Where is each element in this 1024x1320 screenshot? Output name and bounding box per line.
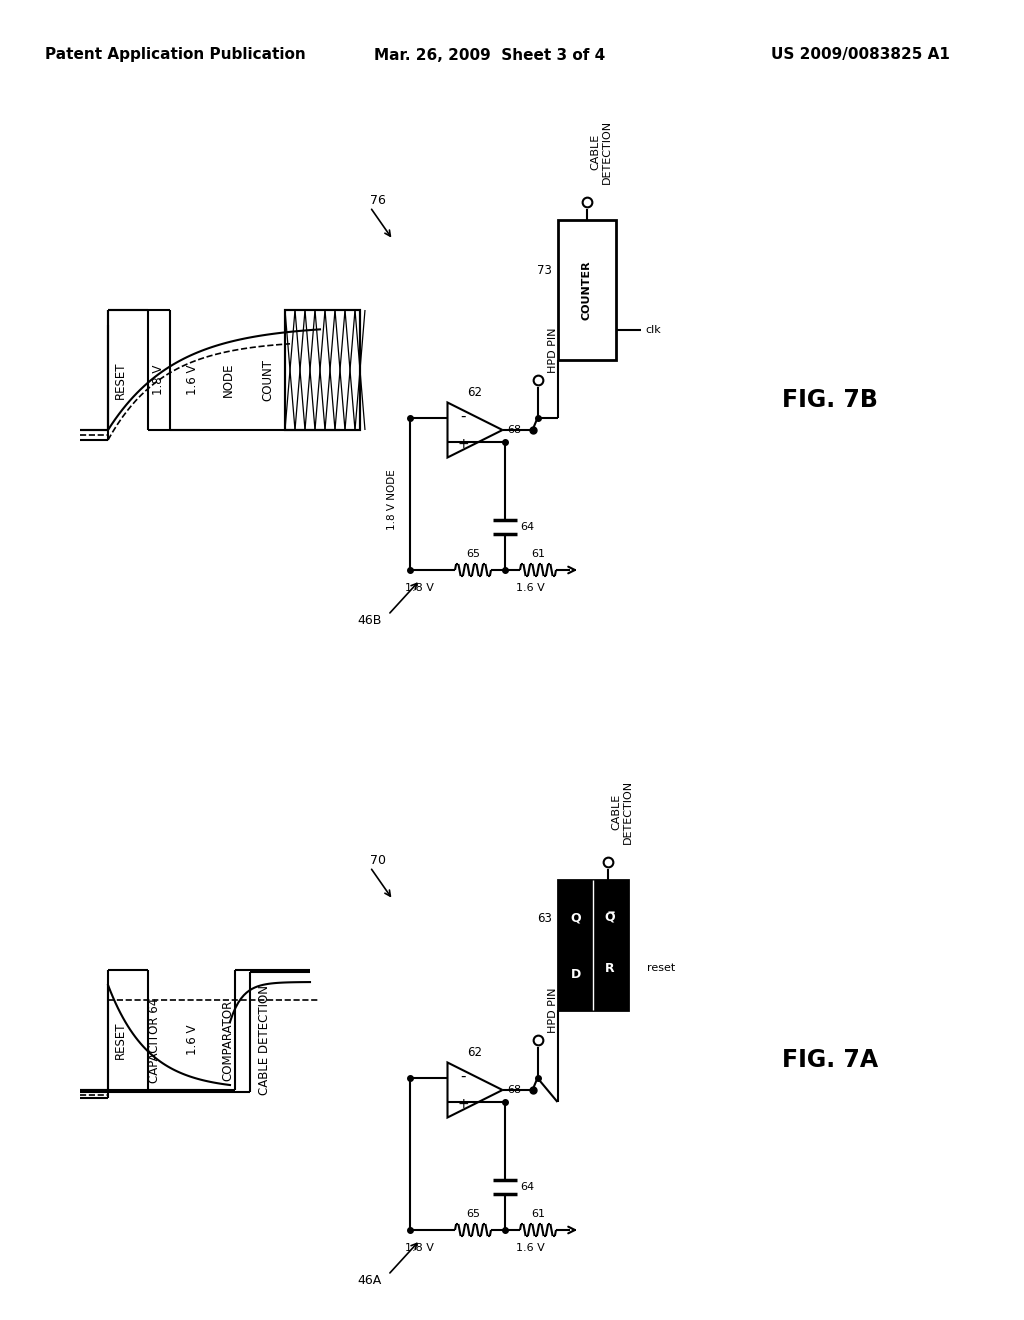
Text: 61: 61 — [531, 1209, 545, 1218]
Text: US 2009/0083825 A1: US 2009/0083825 A1 — [771, 48, 949, 62]
Text: HPD PIN: HPD PIN — [548, 327, 557, 372]
Text: R: R — [605, 961, 614, 974]
Text: D: D — [570, 969, 581, 982]
Text: FIG. 7A: FIG. 7A — [782, 1048, 878, 1072]
Text: 61: 61 — [531, 549, 545, 558]
Text: 1.8 V: 1.8 V — [406, 583, 434, 593]
Text: 70: 70 — [370, 854, 386, 866]
Text: RESET: RESET — [114, 362, 127, 399]
Text: COMPARATOR: COMPARATOR — [221, 999, 234, 1081]
Text: 63: 63 — [537, 912, 552, 924]
Bar — [285, 310, 360, 430]
Text: 1.8 V: 1.8 V — [406, 1243, 434, 1253]
Text: 1.8 V NODE: 1.8 V NODE — [387, 470, 397, 531]
Text: 1.6 V: 1.6 V — [516, 1243, 545, 1253]
Text: 68: 68 — [508, 425, 521, 436]
Bar — [557, 220, 615, 360]
Text: FIG. 7B: FIG. 7B — [782, 388, 878, 412]
Text: 68: 68 — [508, 1085, 521, 1096]
Text: 76: 76 — [370, 194, 386, 206]
Text: Mar. 26, 2009  Sheet 3 of 4: Mar. 26, 2009 Sheet 3 of 4 — [375, 48, 605, 62]
Text: 1.6 V: 1.6 V — [185, 364, 199, 395]
Text: 1.8 V: 1.8 V — [152, 364, 165, 395]
Text: 1.6 V: 1.6 V — [185, 1024, 199, 1055]
Text: RESET: RESET — [114, 1022, 127, 1059]
Text: HPD PIN: HPD PIN — [548, 987, 557, 1032]
Text: 46B: 46B — [357, 614, 382, 627]
Text: -: - — [460, 408, 466, 424]
Text: reset: reset — [647, 964, 676, 973]
Text: +: + — [457, 1097, 469, 1111]
Text: 65: 65 — [466, 549, 480, 558]
Text: 65: 65 — [466, 1209, 480, 1218]
Text: COUNTER: COUNTER — [582, 260, 592, 319]
Text: CABLE
DETECTION: CABLE DETECTION — [611, 780, 633, 843]
Text: 64: 64 — [520, 1181, 535, 1192]
Text: CABLE
DETECTION: CABLE DETECTION — [591, 120, 612, 183]
Text: CAPACITOR 64: CAPACITOR 64 — [148, 998, 162, 1082]
Text: 1.6 V: 1.6 V — [516, 583, 545, 593]
Text: CABLE DETECTION: CABLE DETECTION — [258, 985, 271, 1096]
Bar — [557, 880, 628, 1010]
Text: NODE: NODE — [221, 363, 234, 397]
Text: clk: clk — [645, 325, 662, 335]
Text: -: - — [460, 1068, 466, 1084]
Text: 73: 73 — [537, 264, 552, 276]
Text: COUNT: COUNT — [261, 359, 274, 401]
Text: Patent Application Publication: Patent Application Publication — [45, 48, 305, 62]
Text: 62: 62 — [468, 385, 482, 399]
Text: 64: 64 — [520, 521, 535, 532]
Text: Q̅: Q̅ — [604, 912, 614, 924]
Text: +: + — [457, 437, 469, 451]
Bar — [285, 310, 360, 430]
Text: Q: Q — [570, 912, 581, 924]
Text: 46A: 46A — [357, 1274, 382, 1287]
Text: 62: 62 — [468, 1045, 482, 1059]
